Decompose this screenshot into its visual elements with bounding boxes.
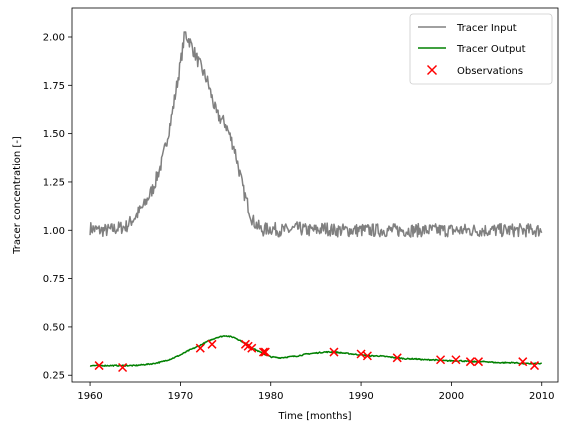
legend-frame (409, 13, 553, 85)
observation-point (94, 361, 104, 371)
observation-point (260, 347, 270, 357)
observation-point (258, 347, 269, 357)
series-line-tracer-output (89, 335, 542, 367)
x-tick-label: 1980 (258, 391, 283, 402)
y-tick-label: 0.50 (43, 322, 65, 333)
observation-point (529, 361, 540, 371)
y-tick-label: 1.75 (43, 81, 65, 92)
legend: Tracer Input Tracer Output Observations (409, 13, 553, 85)
observation-point (362, 351, 372, 361)
x-tick-label: 2010 (529, 391, 554, 402)
y-tick-label: 1.50 (43, 129, 65, 140)
observation-point (356, 349, 366, 359)
legend-label-tracer-input: Tracer Input (456, 23, 517, 34)
y-tick-label: 1.25 (43, 177, 65, 188)
series-line-tracer-input (89, 31, 543, 238)
x-tick-label: 2000 (439, 391, 464, 402)
plot-frame (71, 7, 559, 383)
x-tick-label: 1960 (77, 391, 102, 402)
observation-point (207, 339, 217, 349)
observation-point (436, 355, 446, 365)
x-tick-label: 1970 (168, 391, 193, 402)
observation-point (473, 357, 484, 367)
y-tick-label: 0.25 (43, 371, 65, 382)
legend-label-tracer-output: Tracer Output (456, 44, 526, 55)
observation-point (329, 347, 339, 357)
y-tick-label: 1.00 (43, 226, 65, 237)
observation-point (465, 357, 475, 367)
observation-point (247, 343, 257, 353)
legend-swatch-observations (426, 64, 438, 76)
observation-point (118, 362, 128, 373)
observation-point (451, 355, 461, 365)
observation-point (392, 353, 402, 363)
x-axis: 1960 1970 1980 1990 2000 2010 (77, 382, 554, 402)
x-tick-label: 1990 (348, 391, 373, 402)
y-axis: 0.25 0.50 0.75 1.00 1.25 1.50 1.75 2.00 (43, 32, 72, 382)
legend-label-observations: Observations (457, 66, 523, 77)
y-tick-label: 2.00 (43, 32, 65, 43)
x-axis-label: Time [months] (277, 411, 351, 422)
y-tick-label: 0.75 (43, 274, 65, 285)
y-axis-label: Tracer concentration [-] (12, 136, 23, 255)
observation-point (518, 357, 528, 367)
observation-point (195, 343, 205, 353)
